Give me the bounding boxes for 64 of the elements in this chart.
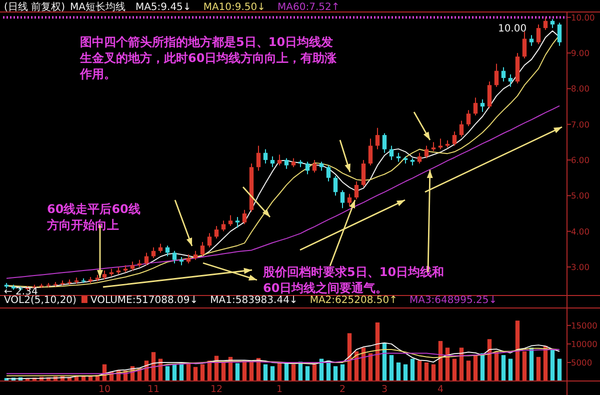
bar (403, 364, 408, 381)
bar (291, 364, 296, 381)
legend-label: VOLUME:517088.09↓ (90, 295, 198, 306)
bar (270, 366, 275, 381)
line-series (6, 105, 560, 279)
bar (389, 355, 394, 381)
y-tick-label: 5.00 (571, 190, 590, 201)
bar (396, 362, 401, 381)
text: MA1:583983.44↓ (210, 295, 298, 306)
x-tick-label: 3 (381, 384, 388, 395)
chart-title: (日线 前复权) (4, 1, 66, 13)
bar (165, 366, 170, 381)
y-tick-label: 7.00 (571, 119, 590, 130)
text: MA3:648995.25↓ (409, 295, 498, 306)
line-series (6, 342, 560, 380)
bar (508, 358, 513, 381)
y-tick-label: 9.00 (571, 48, 590, 58)
bar (284, 363, 289, 381)
bar (466, 360, 471, 381)
y-tick-label: 5000 (571, 357, 592, 368)
x-tick-label: 4 (437, 384, 444, 395)
bar (235, 363, 240, 381)
bar (340, 364, 345, 381)
text: MA2:625208.50↑ (310, 295, 398, 306)
y-tick-label: 10.00 (571, 12, 595, 22)
bar (515, 320, 520, 381)
bar (417, 360, 422, 381)
bar (522, 351, 527, 381)
chart-subtitle: MA短长均线 (70, 1, 126, 13)
bar (200, 364, 205, 381)
bar (263, 364, 268, 381)
bar (550, 350, 555, 381)
bar (452, 358, 457, 381)
bar (305, 366, 310, 381)
bar (410, 358, 415, 381)
bar (536, 356, 541, 381)
text: MA5:9.45↓ (135, 2, 192, 13)
x-tick-label: 2 (339, 384, 346, 395)
y-tick-label: 6.00 (571, 154, 590, 165)
annotation: 10.00 (498, 23, 527, 34)
text: MA60:7.52↑ (278, 2, 340, 13)
bar (333, 366, 338, 381)
bar (193, 366, 198, 381)
y-tick-label: 10000 (571, 338, 598, 349)
x-tick-label: 12 (210, 384, 223, 395)
annotation: 60线走平后60线方向开始向上 (46, 202, 140, 232)
bar (424, 362, 429, 381)
bar (431, 364, 436, 381)
bar (501, 355, 506, 381)
y-tick-label: 3.00 (571, 262, 590, 272)
bar (368, 353, 373, 381)
x-tick-label: 11 (147, 384, 160, 395)
text: MA10:9.50↓ (203, 2, 266, 13)
y-tick-label: 8.00 (571, 84, 590, 94)
x-tick-label: 1 (276, 384, 283, 395)
y-tick-label: 4.00 (571, 226, 590, 236)
bar (473, 355, 478, 381)
x-tick-label: 10 (98, 384, 111, 395)
annotation: 股价回档时要求5日、10日均线和60日均线之间要通气。 (262, 265, 444, 295)
annotation: 图中四个箭头所指的地方都是5日、10日均线发生金叉的地方，此时60日均线方向向上，有助涨作用。 (79, 35, 338, 81)
bar (557, 358, 562, 381)
bar (221, 362, 226, 381)
y-tick-label: 15000 (571, 320, 598, 330)
bar (312, 364, 317, 381)
